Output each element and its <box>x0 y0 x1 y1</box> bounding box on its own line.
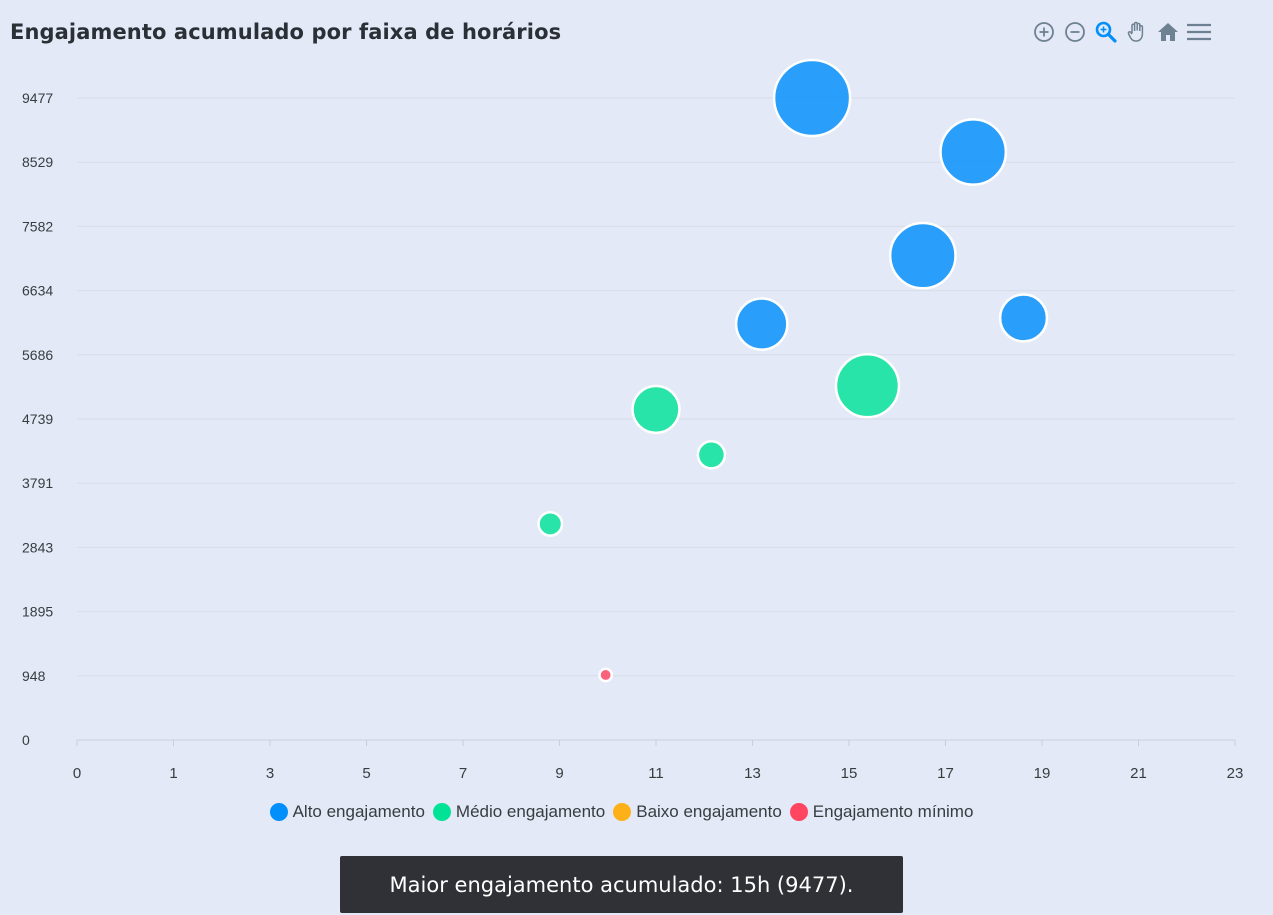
bubble-point <box>834 352 901 419</box>
x-tick-label: 5 <box>362 765 370 782</box>
x-tick-label: 21 <box>1130 765 1147 782</box>
y-tick-label: 9477 <box>22 90 53 106</box>
chart-toolbar <box>1030 18 1216 46</box>
legend-marker <box>613 803 632 821</box>
y-tick-label: 0 <box>22 732 30 748</box>
chart-legend: Alto engajamento Médio engajamento Baixo e… <box>0 802 1243 822</box>
x-tick-label: 0 <box>73 765 81 782</box>
x-tick-label: 7 <box>459 765 467 782</box>
legend-label: Médio engajamento <box>455 802 606 821</box>
bubble-point <box>734 297 789 351</box>
bubble-point <box>537 510 564 537</box>
y-tick-label: 7582 <box>22 218 53 234</box>
x-tick-label: 23 <box>1227 765 1244 782</box>
legend-item[interactable]: Engajamento mínimo <box>789 802 974 822</box>
x-tick-label: 15 <box>841 765 858 782</box>
legend-marker <box>789 803 808 821</box>
zoom-in-icon[interactable] <box>1030 18 1058 46</box>
bubble-point <box>696 440 727 470</box>
x-tick-label: 11 <box>648 765 664 782</box>
bubble-point <box>631 384 681 435</box>
legend-label: Alto engajamento <box>292 802 425 821</box>
legend-item[interactable]: Alto engajamento <box>269 802 425 822</box>
bubble-chart-plot: 0948189528433791473956866634758285299477… <box>22 58 1244 782</box>
y-tick-label: 948 <box>22 668 46 684</box>
legend-label: Baixo engajamento <box>636 802 782 821</box>
x-tick-label: 3 <box>266 765 274 782</box>
reset-home-icon[interactable] <box>1154 18 1182 46</box>
menu-icon[interactable] <box>1185 18 1213 46</box>
y-tick-label: 4739 <box>22 411 53 427</box>
legend-marker <box>432 803 451 821</box>
y-tick-label: 6634 <box>22 283 53 299</box>
x-tick-label: 1 <box>169 765 177 782</box>
bubble-point <box>888 221 957 290</box>
y-tick-label: 8529 <box>22 154 53 170</box>
chart-title: Engajamento acumulado por faixa de horár… <box>10 20 562 44</box>
x-tick-label: 13 <box>744 765 761 782</box>
zoom-out-icon[interactable] <box>1061 18 1089 46</box>
y-tick-label: 5686 <box>22 347 53 363</box>
bubble-point <box>598 667 614 683</box>
bubble-point <box>939 118 1008 186</box>
legend-item[interactable]: Baixo engajamento <box>613 802 782 822</box>
x-tick-label: 9 <box>555 765 563 782</box>
legend-marker <box>269 803 288 821</box>
legend-label: Engajamento mínimo <box>812 802 974 821</box>
bubble-point <box>772 58 852 138</box>
selection-zoom-icon[interactable] <box>1092 18 1120 46</box>
x-tick-label: 19 <box>1034 765 1051 782</box>
y-tick-label: 1895 <box>22 604 53 620</box>
bubble-point <box>998 293 1049 343</box>
y-tick-label: 2843 <box>22 539 53 555</box>
pan-hand-icon[interactable] <box>1123 18 1151 46</box>
y-tick-label: 3791 <box>22 475 53 491</box>
legend-item[interactable]: Médio engajamento <box>432 802 606 822</box>
x-tick-label: 17 <box>937 765 954 782</box>
summary-tooltip: Maior engajamento acumulado: 15h (9477). <box>340 856 903 913</box>
